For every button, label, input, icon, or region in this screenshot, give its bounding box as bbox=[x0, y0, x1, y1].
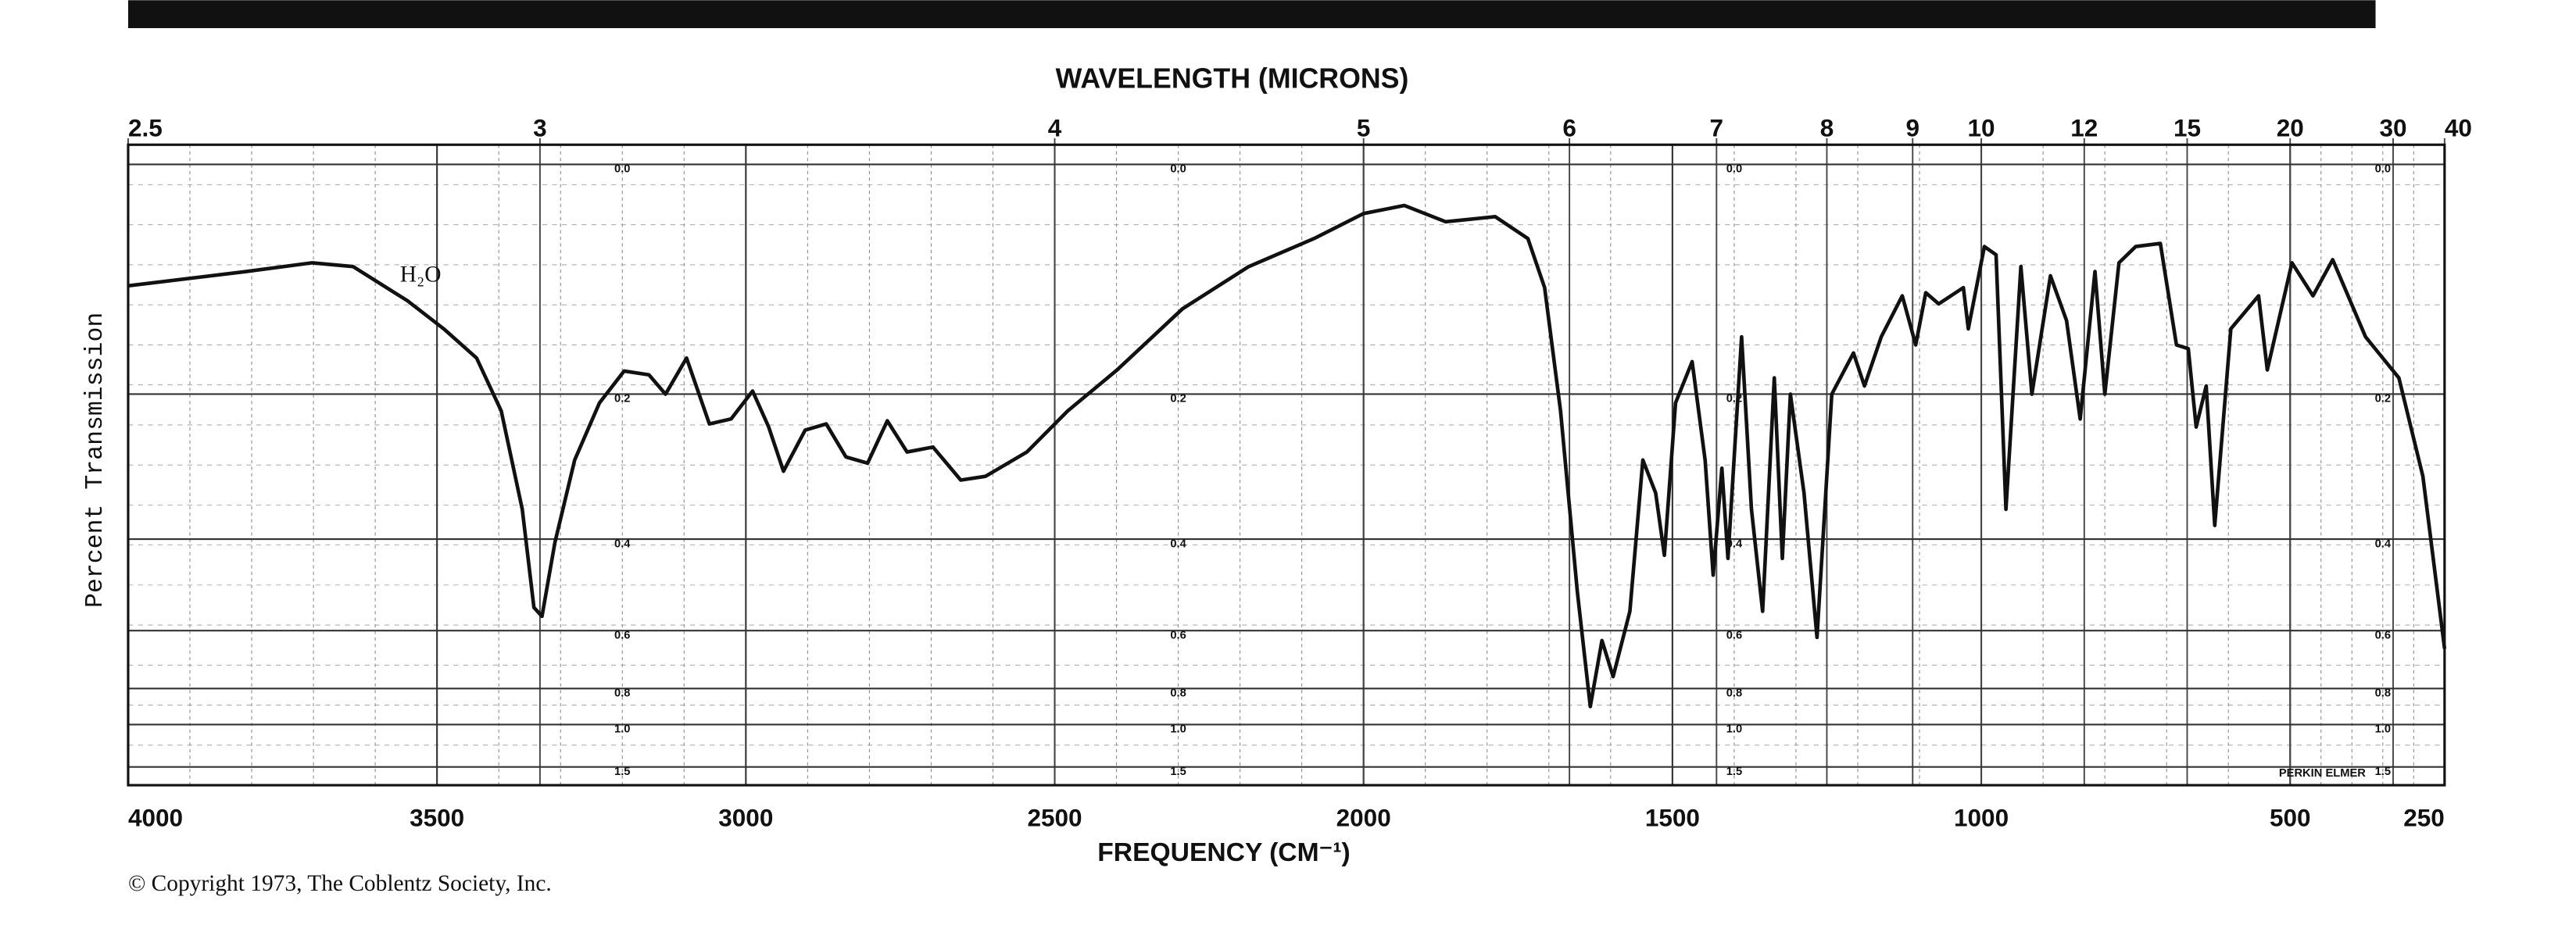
absorbance-label: 0.0 bbox=[2375, 163, 2391, 176]
header-bar bbox=[127, 0, 2376, 29]
x2-tick-label: 4 bbox=[1048, 114, 1062, 142]
x2-tick-label: 3 bbox=[533, 114, 547, 142]
absorbance-label: 0.8 bbox=[1726, 687, 1742, 699]
brand: PERKIN ELMER bbox=[2279, 767, 2366, 780]
x2-tick-label: 5 bbox=[1357, 114, 1371, 142]
x-tick-label: 1500 bbox=[1645, 804, 1700, 832]
x2-tick-label: 7 bbox=[1710, 114, 1724, 142]
x-tick-label: 3000 bbox=[718, 804, 773, 832]
absorbance-label: 1.0 bbox=[2375, 723, 2391, 736]
x2-tick-label: 30 bbox=[2379, 114, 2406, 142]
absorbance-label: 0.8 bbox=[1170, 687, 1186, 699]
copyright: © Copyright 1973, The Coblentz Society, … bbox=[128, 871, 552, 896]
x2-tick-label: 12 bbox=[2070, 114, 2098, 142]
chart-title: WAVELENGTH (MICRONS) bbox=[1056, 63, 1409, 95]
x-tick-label: 250 bbox=[2403, 804, 2445, 832]
x-tick-label: 500 bbox=[2270, 804, 2311, 832]
x-axis-label: FREQUENCY (CM⁻¹) bbox=[1097, 838, 1350, 867]
grid bbox=[127, 138, 2445, 786]
spectrum-line bbox=[127, 203, 2447, 709]
absorbance-label: 0.2 bbox=[614, 393, 630, 405]
annotation: H₂O bbox=[400, 262, 442, 288]
plot-frame bbox=[127, 143, 2446, 787]
x2-tick-label: 9 bbox=[1905, 114, 1919, 142]
absorbance-label: 0.0 bbox=[1726, 163, 1742, 176]
y-axis-label: Percent Transmission bbox=[82, 312, 109, 608]
absorbance-label: 1.5 bbox=[614, 766, 630, 778]
x2-tick-label: 2.5 bbox=[128, 114, 163, 142]
x2-tick-label: 15 bbox=[2174, 114, 2201, 142]
absorbance-label: 0.2 bbox=[2375, 393, 2391, 405]
absorbance-label: 1.0 bbox=[1170, 723, 1186, 736]
absorbance-label: 0.6 bbox=[614, 629, 630, 641]
x-tick-label: 2500 bbox=[1027, 804, 1082, 832]
x2-tick-label: 8 bbox=[1820, 114, 1834, 142]
absorbance-label: 0.4 bbox=[2375, 538, 2392, 550]
absorbance-label: 1.5 bbox=[2375, 766, 2391, 778]
absorbance-label: 1.5 bbox=[1170, 766, 1186, 778]
absorbance-label: 0.8 bbox=[614, 687, 630, 699]
absorbance-label: 0.4 bbox=[1170, 538, 1186, 550]
x2-tick-label: 20 bbox=[2277, 114, 2304, 142]
absorbance-label: 1.0 bbox=[1726, 723, 1742, 736]
x2-tick-label: 10 bbox=[1968, 114, 1995, 142]
absorbance-label: 0.6 bbox=[1726, 629, 1742, 641]
absorbance-label: 1.5 bbox=[1726, 766, 1742, 778]
x-tick-label: 2000 bbox=[1336, 804, 1391, 832]
absorbance-label: 0.6 bbox=[2375, 629, 2391, 641]
x2-tick-label: 6 bbox=[1562, 114, 1576, 142]
x-tick-label: 3500 bbox=[410, 804, 464, 832]
absorbance-label: 0.2 bbox=[1170, 393, 1186, 405]
absorbance-label: 0.8 bbox=[2375, 687, 2391, 699]
absorbance-label: 0.6 bbox=[1170, 629, 1186, 641]
x-tick-label: 1000 bbox=[1954, 804, 2009, 832]
x-tick-label: 4000 bbox=[128, 804, 183, 832]
x2-tick-label: 40 bbox=[2445, 114, 2472, 142]
absorbance-label: 0.4 bbox=[614, 538, 631, 550]
absorbance-label: 1.0 bbox=[614, 723, 630, 736]
absorbance-label: 0.0 bbox=[614, 163, 630, 176]
absorbance-label: 0.0 bbox=[1170, 163, 1186, 176]
